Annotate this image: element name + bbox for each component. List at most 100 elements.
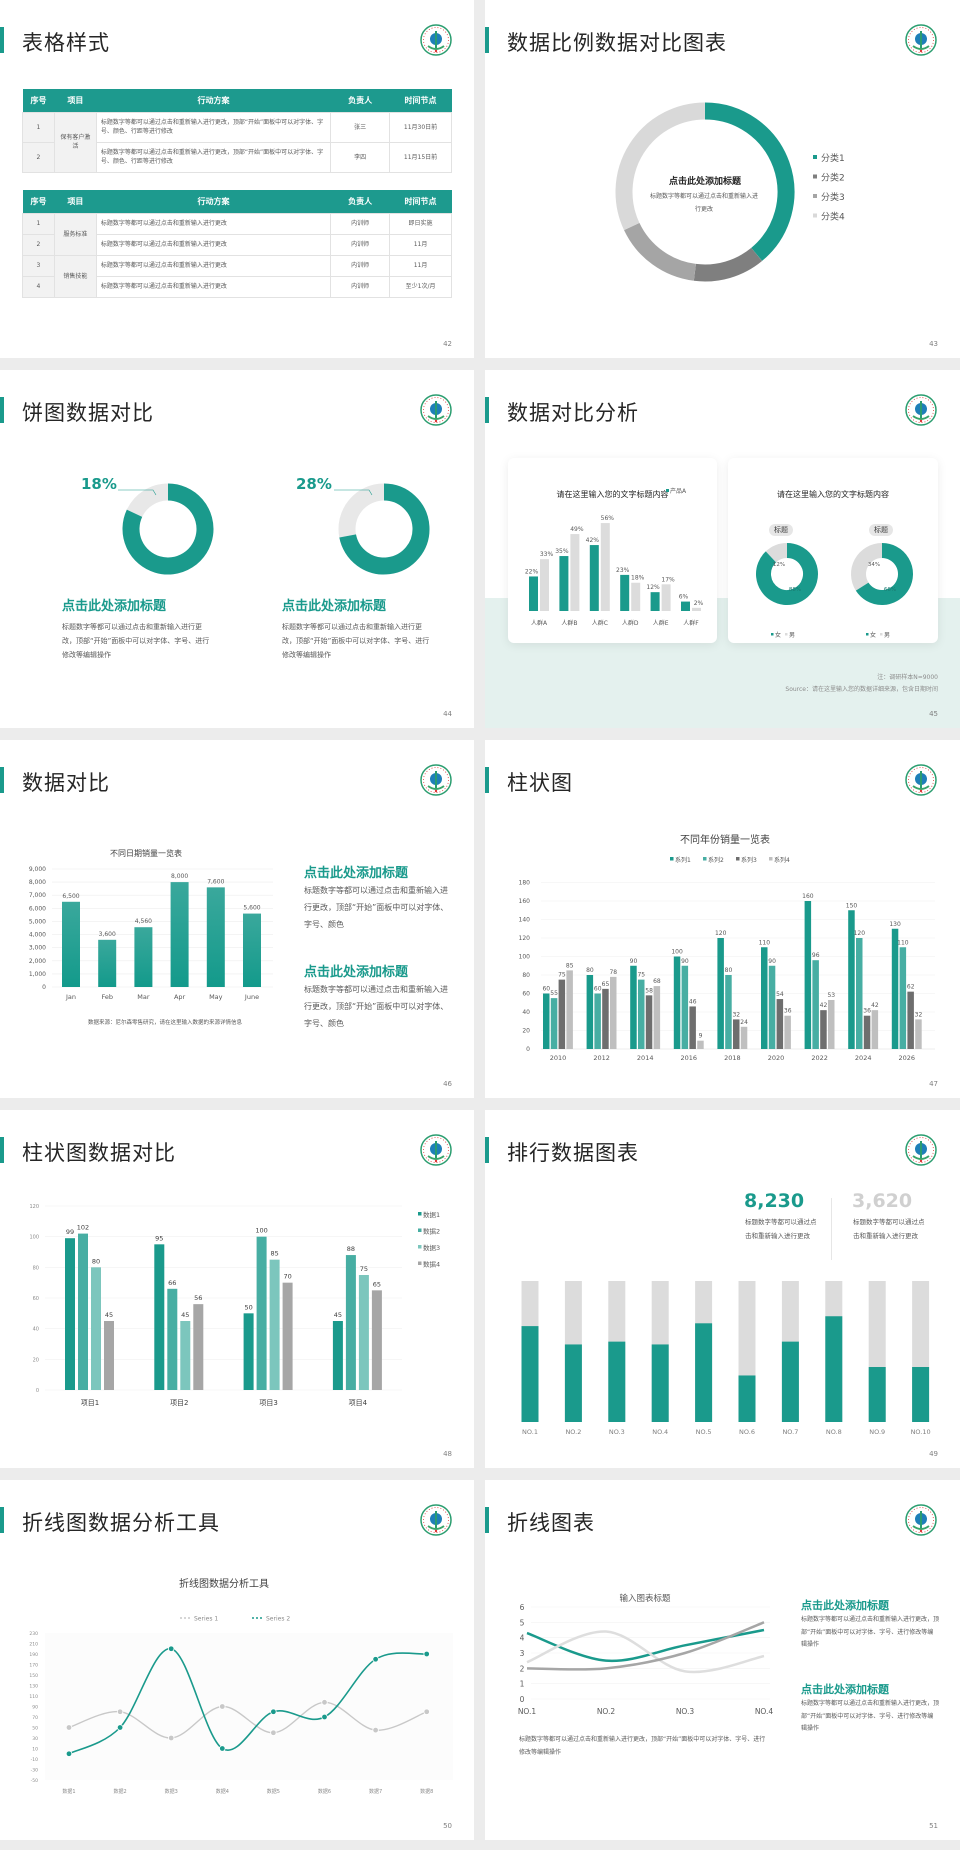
x-tick-label: 数据2 — [114, 1788, 127, 1795]
y-tick-label: 230 — [29, 1631, 38, 1637]
legend-label: 数据4 — [423, 1260, 440, 1269]
donut-slice — [851, 543, 883, 591]
data-point — [219, 1745, 226, 1752]
bar — [631, 582, 641, 611]
x-tick-label: NO.6 — [739, 1428, 755, 1436]
y-tick-label: 60 — [33, 1296, 39, 1302]
data-label: 12% — [646, 584, 660, 591]
bar — [812, 960, 819, 1049]
row-number: 2 — [22, 233, 55, 256]
data-label: 32 — [732, 1011, 740, 1018]
data-label: 3,600 — [99, 931, 116, 938]
data-label: 95 — [155, 1234, 163, 1242]
bar — [871, 1010, 879, 1049]
legend-swatch — [771, 633, 774, 636]
bar — [907, 991, 914, 1049]
slide-title: 柱状图数据对比 — [22, 1141, 176, 1165]
table-row: 2 标题数字等都可以通过点击和重新输入进行更改 内训师 11月 — [22, 233, 452, 256]
legend-label: 男 — [789, 632, 795, 639]
data-point — [167, 1734, 175, 1742]
bar — [804, 901, 812, 1049]
row-project: 服务标准 — [53, 212, 97, 256]
hospital-emblem-icon — [904, 1133, 938, 1167]
legend-label: 系列1 — [675, 856, 691, 864]
y-tick-label: -10 — [31, 1757, 38, 1763]
x-tick-label: May — [209, 993, 223, 1001]
x-tick-label: 项目2 — [170, 1399, 188, 1407]
row-number: 1 — [22, 212, 55, 235]
data-label: 102 — [77, 1224, 89, 1232]
slide-45: 数据对比分析 请在这里输入您的文字标题内容 请在这里输入您的文字标题内容 标题 … — [485, 370, 960, 728]
data-label: 53 — [827, 992, 835, 999]
y-tick-label: 4 — [520, 1634, 525, 1643]
leader-line — [334, 489, 373, 496]
data-label: 60 — [542, 986, 550, 993]
data-label: 36 — [784, 1008, 792, 1015]
data-point — [372, 1656, 379, 1663]
data-label: 99 — [66, 1228, 74, 1236]
row-deadline: 11月 — [389, 233, 452, 256]
bar — [282, 1282, 293, 1390]
legend-swatch — [736, 857, 740, 861]
series-line — [526, 1621, 765, 1671]
row-deadline: 11月15日前 — [389, 141, 452, 173]
legend-swatch — [813, 174, 817, 179]
page-number: 47 — [929, 1080, 938, 1088]
chart-source: 数据来源：尼尔森零售研究，请在这里输入数据的来源详情信息 — [87, 1020, 242, 1026]
bar — [608, 1341, 626, 1422]
bar — [610, 976, 617, 1049]
bar — [697, 1040, 704, 1049]
data-label: 90 — [630, 958, 638, 965]
data-label: 55 — [550, 990, 558, 997]
legend-label: 数据2 — [423, 1227, 440, 1236]
column-header: 时间节点 — [389, 89, 452, 112]
y-tick-label: 190 — [29, 1652, 38, 1658]
legend-label: 产品A — [670, 487, 687, 495]
bar — [781, 1341, 799, 1422]
y-tick-label: 3 — [520, 1649, 525, 1658]
bar — [681, 601, 690, 611]
x-tick-label: 项目1 — [81, 1399, 99, 1407]
table-row: 3 销售技能 标题数字等都可以通过点击和重新输入进行更改 内训师 11月 — [22, 254, 452, 298]
row-deadline: 11月30日前 — [389, 111, 452, 143]
bar — [564, 1344, 582, 1422]
x-tick-label: NO.2 — [597, 1707, 616, 1716]
bar — [104, 1321, 114, 1390]
table-row: 2 标题数字等都可以通过点击和重新输入进行更改，顶部“开始”面板中可以对字体、字号… — [22, 141, 452, 173]
page-number: 50 — [443, 1822, 452, 1830]
action-plan-table-1: 序号 项目 行动方案 负责人 时间节点 1 保有客户激活 标题数字等都可以通过点击和重新输入进… — [22, 89, 452, 173]
column-header: 时间节点 — [389, 190, 452, 213]
bar — [673, 956, 681, 1049]
bar — [692, 607, 701, 611]
data-label: 66% — [884, 587, 896, 593]
bar — [371, 1290, 382, 1390]
row-number: 4 — [22, 275, 55, 298]
slide-title: 折线图数据分析工具 — [22, 1511, 220, 1535]
legend-label: 分类2 — [821, 172, 845, 184]
donut-slice — [126, 483, 169, 518]
bar — [717, 938, 724, 1049]
slide-title: 排行数据图表 — [507, 1141, 639, 1165]
data-point — [116, 1708, 124, 1715]
row-plan: 标题数字等都可以通过点击和重新输入进行更改 — [95, 233, 332, 256]
bar — [345, 1255, 356, 1390]
hospital-emblem-icon — [904, 1503, 938, 1537]
row-number: 1 — [22, 111, 55, 143]
bar — [65, 1238, 75, 1390]
x-tick-label: 2024 — [855, 1054, 872, 1062]
category-label: 人群D — [622, 619, 639, 627]
y-tick-label: 80 — [522, 972, 530, 979]
title-accent-bar — [485, 767, 489, 793]
y-tick-label: 2 — [520, 1664, 525, 1673]
x-tick-label: NO.2 — [565, 1428, 581, 1436]
legend-label: 分类1 — [821, 152, 845, 164]
data-label: 22% — [525, 568, 539, 575]
item-text-2: 标题数字等都可以通过点击和重新输入进行更改，顶部“开始”面板中可以对字体、字号、… — [282, 623, 430, 659]
x-tick-label: NO.4 — [755, 1707, 774, 1716]
bar — [558, 979, 566, 1049]
slide-44: 饼图数据对比 18% 28% 点击此处添加标题 标题数字等都可以通过点击和重新输… — [0, 370, 474, 728]
y-tick-label: 170 — [29, 1663, 38, 1669]
title-accent-bar — [485, 27, 489, 53]
bar — [559, 556, 569, 611]
donut-center-text: 标题数字等都可以通过点击和重新输入进行更改 — [649, 193, 758, 213]
